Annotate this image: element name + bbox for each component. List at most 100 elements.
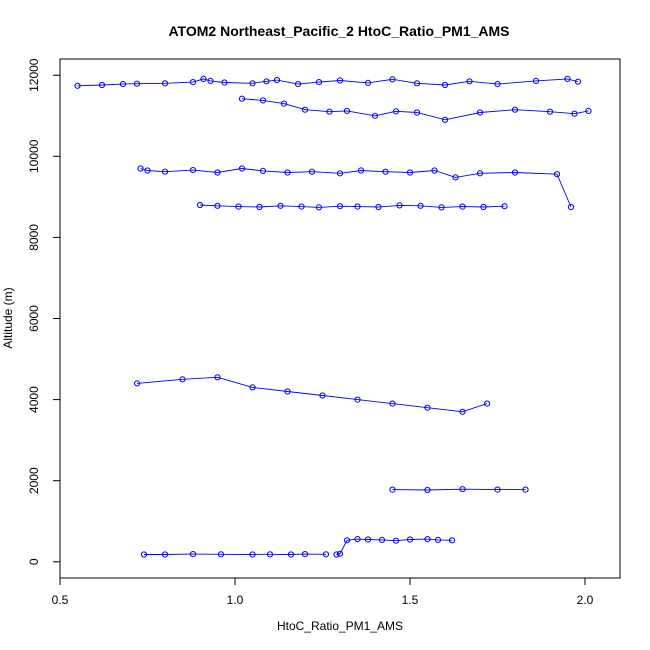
data-point [336,77,344,84]
data-point [249,80,256,87]
data-point [119,81,127,88]
data-point [389,400,396,407]
plot-area [74,75,592,558]
data-series [238,95,592,123]
data-point [364,79,372,87]
y-tick-label: 6000 [27,305,41,332]
data-point [364,536,372,543]
data-point [389,76,396,83]
data-point [214,169,221,176]
y-axis: 0 2000 4000 6000 8000 10000 12000 [27,58,61,565]
data-point [214,202,221,209]
data-point [263,78,270,85]
data-point [389,486,396,493]
data-point [357,167,365,174]
data-series [140,551,330,558]
data-series [137,165,575,211]
data-point [284,169,291,176]
y-axis-label: Altitude (m) [1,287,15,348]
data-point [137,165,144,172]
data-point [392,537,400,544]
data-point [217,551,225,558]
data-point [249,551,256,558]
data-point [546,108,554,115]
data-point [221,79,228,86]
chart-title: ATOM2 Northeast_Pacific_2 HtoC_Ratio_PM1… [168,23,509,39]
data-point [301,551,309,558]
data-point [494,486,501,493]
data-point [200,75,207,83]
series-line [241,98,589,121]
data-point [235,203,242,210]
data-point [333,551,340,558]
data-point [378,536,386,544]
data-point [315,79,323,86]
data-point [336,203,344,210]
data-point [532,77,540,85]
data-point [501,203,508,210]
data-point [476,109,484,116]
data-point [179,376,186,383]
data-point [375,203,382,211]
data-point [459,203,466,210]
data-point [354,396,361,403]
data-point [448,537,456,544]
series-line [77,78,579,87]
x-axis-label: HtoC_Ratio_PM1_AMS [277,619,403,633]
data-point [140,551,148,558]
data-point [133,80,141,87]
y-tick-label: 4000 [27,386,41,413]
data-point [424,536,431,543]
data-point [564,75,571,83]
data-point [189,79,197,86]
series-line [136,376,488,413]
data-point [396,202,403,209]
data-point [189,551,197,558]
data-point [406,169,414,176]
data-point [266,551,274,558]
data-point [522,486,529,493]
data-point [585,107,592,115]
y-tick-label: 8000 [27,224,41,251]
data-point [574,78,582,85]
data-point [301,106,309,113]
data-point [189,167,197,174]
data-point [74,82,81,89]
data-point [336,550,344,557]
data-point [441,116,449,123]
data-point [511,169,519,176]
data-point [238,95,246,102]
data-point [207,77,214,85]
series-line [140,168,572,208]
data-point [511,106,519,113]
data-point [277,202,284,209]
data-point [371,112,379,119]
data-point [438,204,445,211]
series-line [199,204,505,208]
plot-frame [59,58,621,579]
y-tick-label: 12000 [27,58,41,92]
data-point [287,551,295,558]
data-point [413,109,421,116]
data-point [256,203,263,211]
data-point [476,170,484,177]
y-tick-label: 2000 [27,467,41,494]
data-point [298,203,305,210]
data-point [259,167,267,174]
data-point [326,108,333,115]
data-point [319,392,326,399]
data-point [459,408,466,415]
x-tick-label: 1.0 [227,593,244,607]
data-point [483,400,491,407]
data-point [308,168,316,175]
y-tick-label: 0 [27,558,41,565]
data-point [459,486,466,493]
data-point [343,107,351,115]
data-point [571,110,578,117]
data-series [333,536,456,558]
data-point [434,536,442,544]
data-point [161,551,169,558]
data-point [494,81,501,88]
data-point [417,202,424,209]
